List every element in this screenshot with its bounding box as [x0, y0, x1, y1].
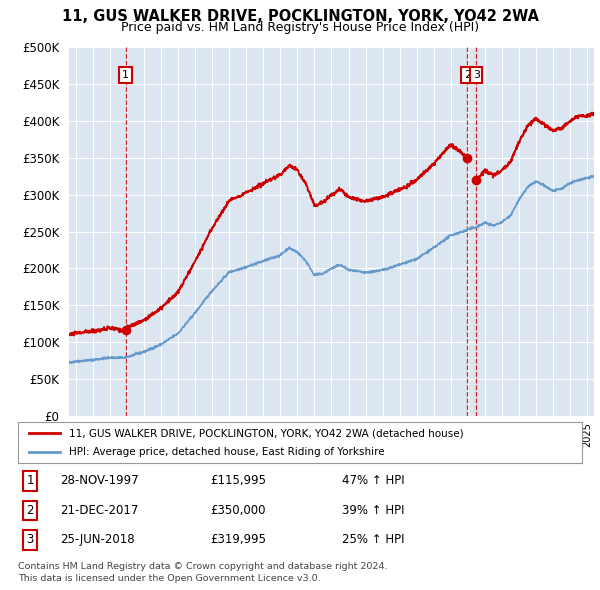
Text: 1: 1 [26, 474, 34, 487]
Text: £350,000: £350,000 [210, 504, 265, 517]
Text: 47% ↑ HPI: 47% ↑ HPI [342, 474, 404, 487]
Text: 1: 1 [122, 70, 129, 80]
Text: This data is licensed under the Open Government Licence v3.0.: This data is licensed under the Open Gov… [18, 574, 320, 583]
Text: 11, GUS WALKER DRIVE, POCKLINGTON, YORK, YO42 2WA (detached house): 11, GUS WALKER DRIVE, POCKLINGTON, YORK,… [69, 428, 463, 438]
Text: 25% ↑ HPI: 25% ↑ HPI [342, 533, 404, 546]
Text: £319,995: £319,995 [210, 533, 266, 546]
Text: 11, GUS WALKER DRIVE, POCKLINGTON, YORK, YO42 2WA: 11, GUS WALKER DRIVE, POCKLINGTON, YORK,… [62, 9, 539, 24]
Text: 3: 3 [473, 70, 480, 80]
Text: 39% ↑ HPI: 39% ↑ HPI [342, 504, 404, 517]
Text: 2: 2 [464, 70, 471, 80]
Text: 21-DEC-2017: 21-DEC-2017 [60, 504, 139, 517]
Text: 25-JUN-2018: 25-JUN-2018 [60, 533, 134, 546]
Text: 3: 3 [26, 533, 34, 546]
Text: 2: 2 [26, 504, 34, 517]
Text: HPI: Average price, detached house, East Riding of Yorkshire: HPI: Average price, detached house, East… [69, 447, 385, 457]
Text: Contains HM Land Registry data © Crown copyright and database right 2024.: Contains HM Land Registry data © Crown c… [18, 562, 388, 571]
Text: Price paid vs. HM Land Registry's House Price Index (HPI): Price paid vs. HM Land Registry's House … [121, 21, 479, 34]
Text: 28-NOV-1997: 28-NOV-1997 [60, 474, 139, 487]
Text: £115,995: £115,995 [210, 474, 266, 487]
